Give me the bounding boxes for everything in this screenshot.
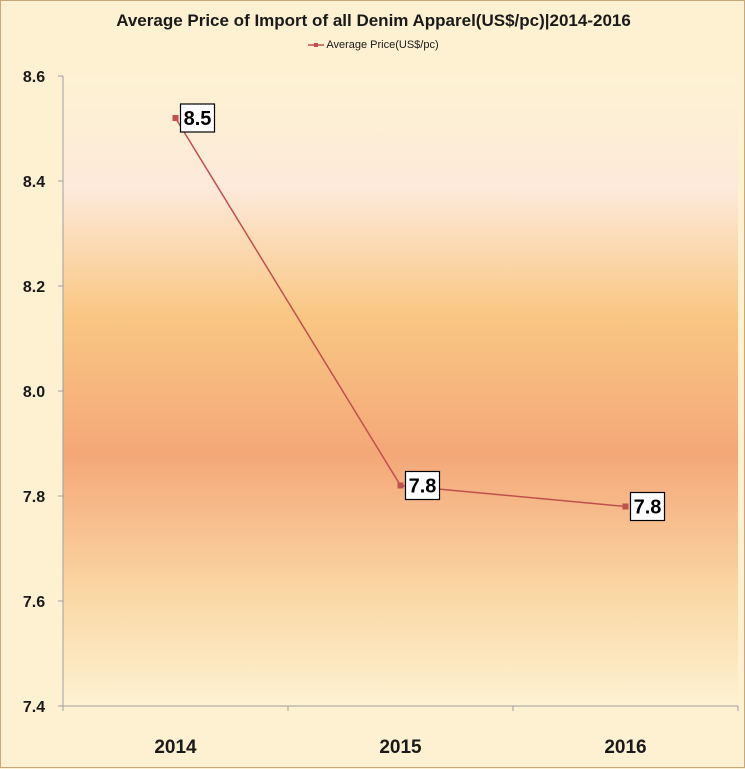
data-point xyxy=(622,503,629,510)
plot-background xyxy=(63,76,738,706)
y-axis: 8.6 8.4 8.2 8.0 7.8 7.6 7.4 xyxy=(23,69,64,716)
y-tick-label: 7.4 xyxy=(23,699,45,716)
y-tick-label: 8.6 xyxy=(23,69,45,86)
data-labels-group: 8.5 7.8 7.8 xyxy=(179,103,666,522)
legend-label: Average Price(US$/pc) xyxy=(326,39,439,51)
data-label-box xyxy=(404,470,441,501)
data-label-box xyxy=(629,491,666,522)
data-label-text: 8.5 xyxy=(184,108,212,130)
legend-swatch xyxy=(308,43,325,47)
x-tick-label: 2015 xyxy=(379,737,422,758)
data-label-text: 7.8 xyxy=(409,476,437,498)
data-label: 8.5 xyxy=(179,103,216,133)
y-tick-label: 7.8 xyxy=(23,489,45,506)
series-group xyxy=(172,115,629,510)
y-tick-label: 8.0 xyxy=(23,384,45,401)
y-tick-label: 8.4 xyxy=(23,174,45,191)
data-point xyxy=(172,115,179,121)
y-tick-label: 7.6 xyxy=(23,594,45,611)
y-tick-label: 8.2 xyxy=(23,279,45,296)
chart-title: Average Price of Import of all Denim App… xyxy=(116,11,631,30)
legend: Average Price(US$/pc) xyxy=(1,39,745,51)
data-label: 7.8 xyxy=(404,470,441,501)
data-point xyxy=(397,482,404,489)
x-tick-label: 2014 xyxy=(154,737,197,758)
x-axis: 2014 2015 2016 xyxy=(62,705,739,758)
data-label-text: 7.8 xyxy=(634,497,662,519)
data-label-box xyxy=(179,103,216,133)
data-label: 7.8 xyxy=(629,491,666,522)
x-tick-label: 2016 xyxy=(604,737,646,758)
